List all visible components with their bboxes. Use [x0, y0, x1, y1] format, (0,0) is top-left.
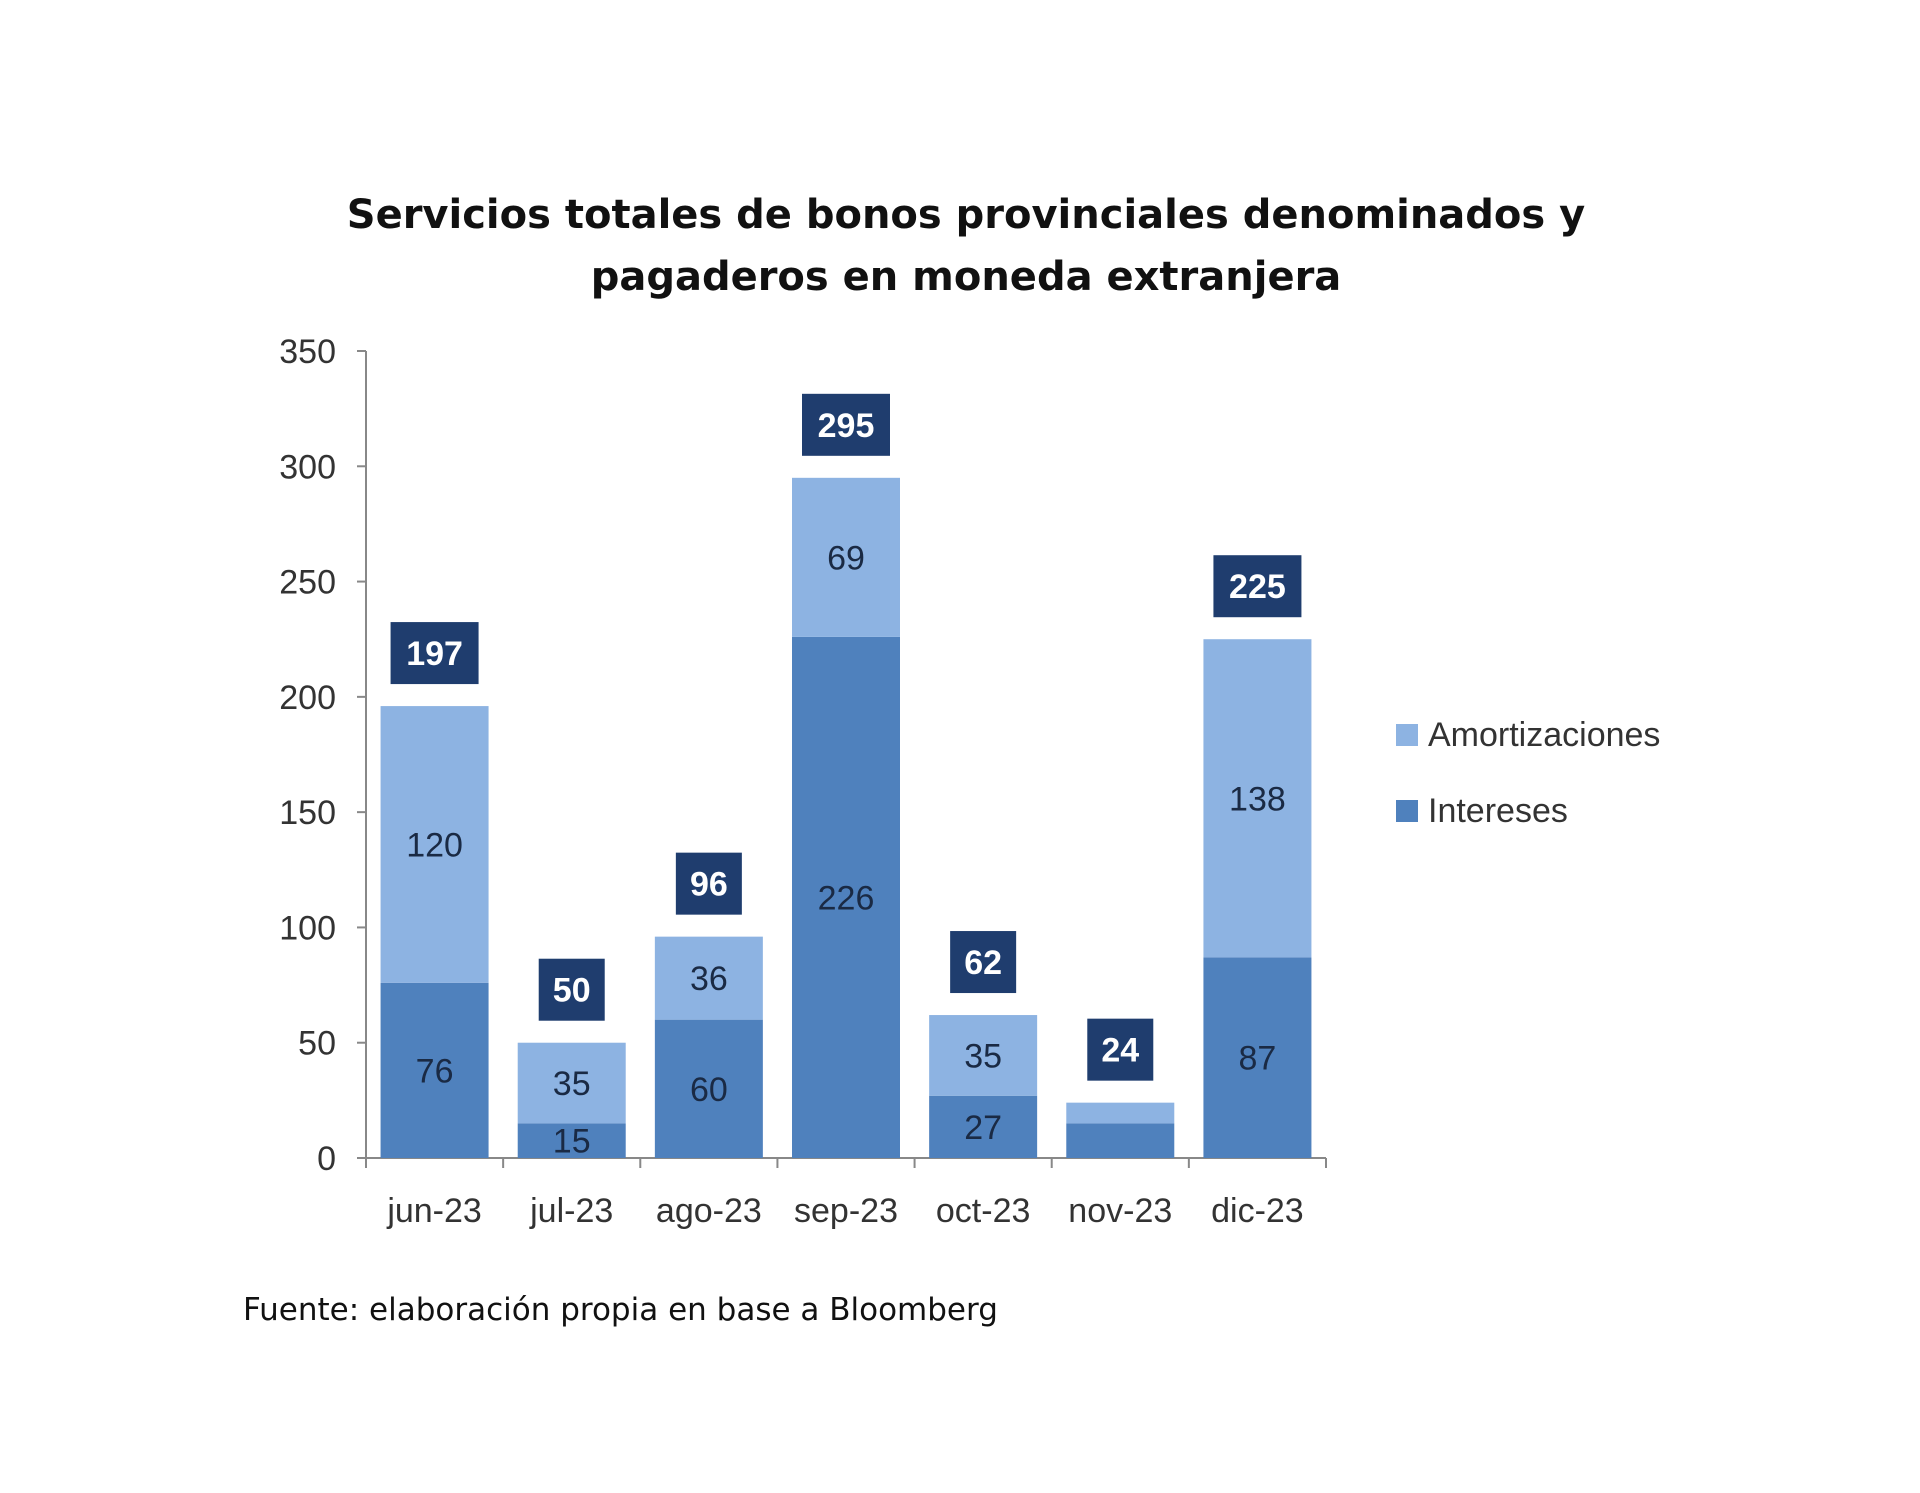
chart-title-line-2: pagaderos en moneda extranjera — [591, 254, 1342, 300]
segment-value-label: 27 — [964, 1109, 1002, 1147]
y-tick-label: 50 — [298, 1025, 336, 1063]
total-value-label: 24 — [1101, 1032, 1139, 1070]
x-tick-label: sep-23 — [794, 1192, 898, 1230]
segment-value-label: 15 — [553, 1123, 591, 1161]
bar-segment-intereses — [792, 636, 900, 1158]
bar-segment-intereses — [1203, 957, 1312, 1158]
legend-swatch-intereses — [1396, 800, 1418, 822]
bar-segment-amortizaciones — [517, 1042, 626, 1124]
segment-value-label: 35 — [964, 1037, 1002, 1075]
total-label-box — [1213, 555, 1302, 618]
y-tick-label: 150 — [279, 794, 336, 832]
bar-segment-intereses — [517, 1123, 626, 1158]
total-value-label: 96 — [690, 866, 728, 904]
segment-value-label: 35 — [553, 1065, 591, 1103]
legend-label-intereses: Intereses — [1428, 792, 1568, 830]
y-tick-label: 0 — [317, 1140, 336, 1178]
total-value-label: 295 — [818, 407, 875, 445]
legend-label-amortizaciones: Amortizaciones — [1428, 716, 1660, 754]
segment-value-label: 76 — [416, 1052, 454, 1090]
x-tick-label: oct-23 — [936, 1192, 1031, 1230]
bar-segment-amortizaciones — [380, 706, 489, 983]
total-label-box — [538, 958, 605, 1021]
total-value-label: 225 — [1229, 568, 1286, 606]
y-tick-label: 100 — [279, 909, 336, 947]
bar-segment-amortizaciones — [654, 936, 763, 1020]
total-label-box — [1087, 1018, 1154, 1081]
x-tick-label: nov-23 — [1068, 1192, 1172, 1230]
segment-value-label: 120 — [406, 826, 463, 864]
segment-value-label: 226 — [818, 879, 875, 917]
x-tick-label: dic-23 — [1211, 1192, 1304, 1230]
total-label-box — [390, 622, 479, 685]
total-label-box — [950, 931, 1017, 994]
total-value-label: 62 — [964, 944, 1002, 982]
bar-segment-intereses — [654, 1019, 763, 1158]
x-tick-label: jul-23 — [529, 1192, 613, 1230]
total-label-box — [802, 393, 890, 456]
bar-segment-amortizaciones — [1203, 639, 1312, 958]
bar-segment-amortizaciones — [929, 1015, 1038, 1096]
chart-title-line-1: Servicios totales de bonos provinciales … — [347, 192, 1585, 238]
x-tick-label: ago-23 — [656, 1192, 762, 1230]
total-label-box — [675, 852, 742, 915]
bar-segment-amortizaciones — [792, 477, 900, 637]
source-note: Fuente: elaboración propia en base a Blo… — [243, 1292, 998, 1328]
y-tick-label: 200 — [279, 679, 336, 717]
bar-segment-amortizaciones — [1066, 1102, 1175, 1124]
bar-segment-intereses — [929, 1095, 1038, 1158]
bar-segment-intereses — [1066, 1123, 1175, 1158]
segment-value-label: 69 — [827, 539, 865, 577]
total-value-label: 50 — [553, 972, 591, 1010]
segment-value-label: 138 — [1229, 780, 1286, 818]
segment-value-label: 60 — [690, 1071, 728, 1109]
y-tick-label: 300 — [279, 448, 336, 486]
segment-value-label: 87 — [1239, 1040, 1277, 1078]
y-tick-label: 250 — [279, 564, 336, 602]
total-value-label: 197 — [406, 635, 463, 673]
legend-swatch-amortizaciones — [1396, 724, 1418, 746]
x-tick-label: jun-23 — [386, 1192, 482, 1230]
segment-value-label: 36 — [690, 960, 728, 998]
y-tick-label: 350 — [279, 333, 336, 371]
bar-segment-intereses — [380, 982, 489, 1158]
